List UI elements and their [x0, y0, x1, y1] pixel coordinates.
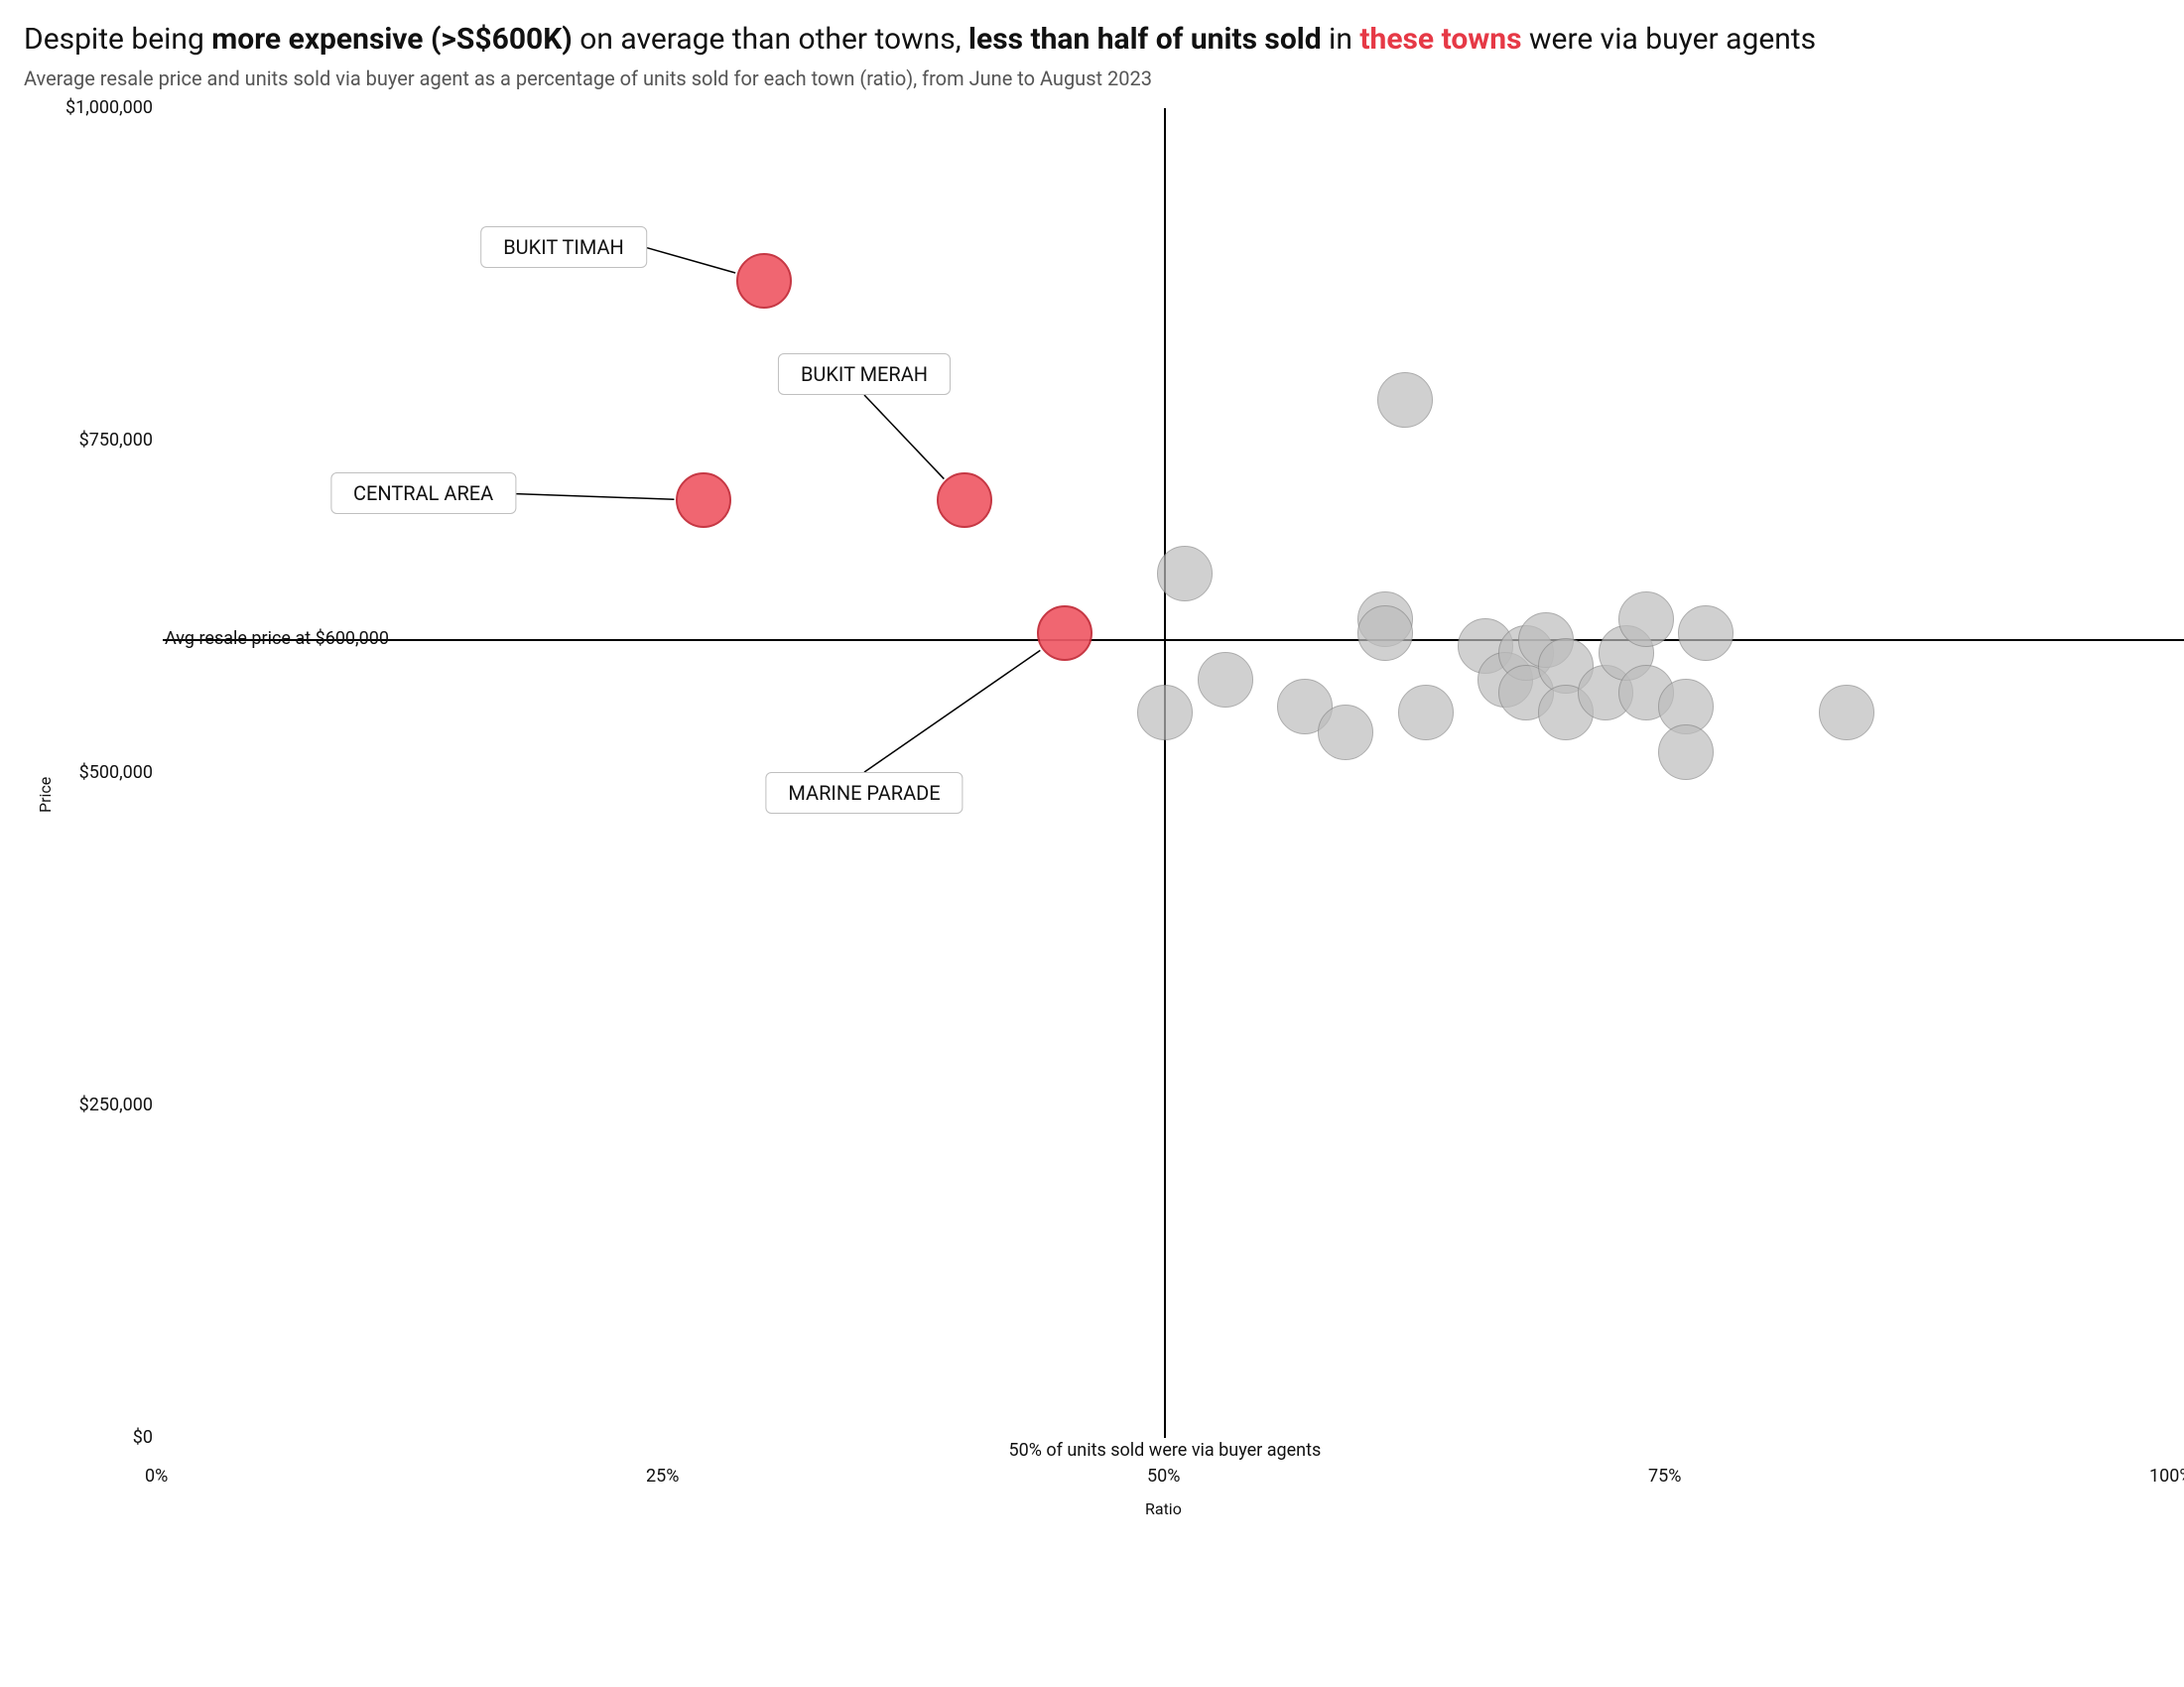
scatter-point — [1658, 724, 1714, 780]
title-fragment: less than half of units sold — [968, 22, 1322, 57]
title-fragment: on average than other towns, — [573, 22, 968, 57]
callout-bukit-merah: BUKIT MERAH — [778, 353, 951, 395]
x-tick: 100% — [2149, 1466, 2184, 1487]
ref-line-label-price: Avg resale price at $600,000 — [165, 628, 389, 649]
scatter-point — [1318, 705, 1373, 760]
chart-title: Despite being more expensive (>S$600K) o… — [24, 20, 2160, 61]
scatter-point — [1157, 546, 1213, 601]
x-tick: 25% — [646, 1466, 679, 1487]
chart-subtitle: Average resale price and units sold via … — [24, 66, 2160, 90]
scatter-point — [1198, 652, 1253, 708]
scatter-point — [1618, 591, 1674, 647]
scatter-point-bukit-merah — [937, 472, 992, 528]
chart-plot-area: Price Ratio $0$250,000$500,000$750,000$1… — [24, 108, 2160, 1538]
callout-marine-parade: MARINE PARADE — [765, 772, 963, 814]
x-tick: 50% — [1147, 1466, 1180, 1487]
scatter-point — [1398, 685, 1454, 740]
scatter-point — [1678, 605, 1734, 661]
callout-bukit-timah: BUKIT TIMAH — [480, 226, 647, 268]
scatter-point-bukit-timah — [736, 253, 792, 309]
scatter-point-marine-parade — [1037, 605, 1092, 661]
y-axis-label: Price — [36, 776, 55, 812]
title-fragment: Despite being — [24, 22, 211, 57]
title-fragment: were via buyer agents — [1522, 22, 1817, 57]
x-tick: 75% — [1648, 1466, 1681, 1487]
y-tick: $0 — [133, 1427, 153, 1448]
title-fragment: more expensive (>S$600K) — [211, 22, 573, 57]
y-tick: $250,000 — [79, 1095, 153, 1115]
scatter-point — [1377, 372, 1433, 428]
x-tick: 0% — [145, 1466, 168, 1487]
plot — [163, 108, 2167, 1438]
title-fragment: in — [1322, 22, 1360, 57]
title-fragment: these towns — [1359, 22, 1521, 57]
scatter-point — [1819, 685, 1874, 740]
chart-container: Despite being more expensive (>S$600K) o… — [0, 0, 2184, 1579]
scatter-point — [1357, 605, 1413, 661]
y-tick: $500,000 — [79, 762, 153, 783]
callout-central-area: CENTRAL AREA — [330, 472, 516, 514]
y-tick: $750,000 — [79, 430, 153, 451]
scatter-point-central-area — [676, 472, 731, 528]
y-tick: $1,000,000 — [65, 97, 153, 118]
ref-line-label-ratio: 50% of units sold were via buyer agents — [1009, 1440, 1322, 1461]
x-axis-label: Ratio — [1145, 1499, 1182, 1518]
scatter-point — [1137, 685, 1193, 740]
